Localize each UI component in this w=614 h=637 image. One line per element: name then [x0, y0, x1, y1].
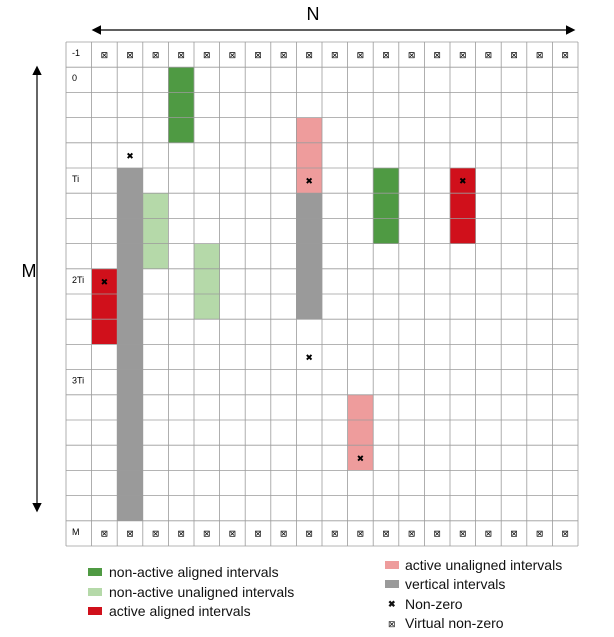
virtual-nonzero-icon: ⊠: [305, 530, 313, 540]
swatch-nonactive-aligned: [88, 568, 102, 576]
nonzero-icon: ✖: [459, 177, 467, 187]
virtual-nonzero-icon: ⊠: [408, 530, 416, 540]
legend-active-unaligned: active unaligned intervals: [405, 557, 563, 573]
virtual-nonzero-icon: ⊠: [357, 51, 365, 61]
interval-active-unaligned: [296, 117, 322, 194]
nonzero-legend-icon: ✖: [388, 599, 396, 609]
row-label: 0: [72, 73, 77, 83]
legend-nonzero: Non-zero: [405, 596, 463, 612]
virtual-nonzero-icon: ⊠: [101, 530, 109, 540]
interval-active-aligned: [450, 168, 476, 244]
virtual-nonzero-icon: ⊠: [561, 51, 569, 61]
symbols-layer: ⊠ ⊠ ⊠ ⊠ ⊠ ⊠ ⊠ ⊠ ⊠ ⊠ ⊠ ⊠ ⊠ ⊠ ⊠ ⊠ ⊠ ⊠ ⊠ ⊠ ⊠ ⊠ ⊠ ⊠ ⊠ ⊠ ⊠ ⊠ ⊠ ⊠ ⊠ ⊠ ⊠ ⊠ ⊠ ⊠ ⊠ ⊠ ✖ ✖…: [101, 51, 569, 540]
virtual-nonzero-icon: ⊠: [177, 51, 185, 61]
interval-nonactive-aligned: [373, 168, 399, 244]
virtual-nonzero-icon: ⊠: [357, 530, 365, 540]
nonzero-icon: ✖: [305, 354, 313, 364]
nonzero-icon: ✖: [126, 152, 134, 162]
legend-virtual-nonzero: Virtual non-zero: [405, 615, 504, 631]
virtual-nonzero-icon: ⊠: [485, 530, 493, 540]
virtual-nonzero-icon: ⊠: [152, 51, 160, 61]
legend-vertical: vertical intervals: [405, 576, 506, 592]
virtual-nonzero-icon: ⊠: [203, 530, 211, 540]
virtual-nonzero-icon: ⊠: [459, 530, 467, 540]
swatch-active-unaligned: [385, 561, 399, 569]
interval-nonactive-aligned: [168, 67, 194, 143]
virtual-nonzero-icon: ⊠: [280, 530, 288, 540]
m-axis-label: M: [22, 261, 37, 281]
row-label: M: [72, 527, 80, 537]
virtual-nonzero-icon: ⊠: [254, 530, 262, 540]
virtual-nonzero-icon: ⊠: [254, 51, 262, 61]
interval-nonactive-unaligned: [194, 243, 220, 320]
row-label: 2Ti: [72, 275, 84, 285]
interval-nonactive-unaligned: [142, 193, 169, 269]
virtual-nonzero-icon: ⊠: [101, 51, 109, 61]
legend-active-aligned: active aligned intervals: [109, 603, 251, 619]
nonzero-icon: ✖: [101, 278, 109, 288]
virtual-nonzero-icon: ⊠: [229, 530, 237, 540]
virtual-nonzero-icon: ⊠: [382, 530, 390, 540]
virtual-nonzero-icon: ⊠: [536, 530, 544, 540]
swatch-active-aligned: [88, 607, 102, 615]
row-label: -1: [72, 48, 80, 58]
virtual-nonzero-icon: ⊠: [510, 51, 518, 61]
virtual-nonzero-icon: ⊠: [485, 51, 493, 61]
virtual-nonzero-legend-icon: ⊠: [388, 619, 396, 629]
swatch-nonactive-unaligned: [88, 588, 102, 596]
nonzero-icon: ✖: [357, 454, 365, 464]
matrix-grid: [65, 41, 579, 547]
virtual-nonzero-icon: ⊠: [331, 530, 339, 540]
virtual-nonzero-icon: ⊠: [408, 51, 416, 61]
virtual-nonzero-icon: ⊠: [382, 51, 390, 61]
virtual-nonzero-icon: ⊠: [305, 51, 313, 61]
swatch-vertical: [385, 580, 399, 588]
legend-nonactive-aligned: non-active aligned intervals: [109, 564, 279, 580]
row-labels-layer: -1 0 Ti 2Ti 3Ti M: [72, 48, 84, 537]
interval-active-unaligned: [347, 394, 374, 471]
nonzero-icon: ✖: [305, 177, 313, 187]
row-label: Ti: [72, 174, 79, 184]
virtual-nonzero-icon: ⊠: [177, 530, 185, 540]
virtual-nonzero-icon: ⊠: [331, 51, 339, 61]
virtual-nonzero-icon: ⊠: [229, 51, 237, 61]
interval-vertical: [296, 193, 322, 320]
virtual-nonzero-icon: ⊠: [561, 530, 569, 540]
n-axis-label: N: [307, 4, 320, 24]
virtual-nonzero-icon: ⊠: [126, 51, 134, 61]
virtual-nonzero-icon: ⊠: [152, 530, 160, 540]
row-label: 3Ti: [72, 376, 84, 386]
virtual-nonzero-icon: ⊠: [433, 530, 441, 540]
virtual-nonzero-icon: ⊠: [203, 51, 211, 61]
legend-nonactive-unaligned: non-active unaligned intervals: [109, 584, 295, 600]
virtual-nonzero-icon: ⊠: [433, 51, 441, 61]
virtual-nonzero-icon: ⊠: [280, 51, 288, 61]
interval-active-aligned: [91, 268, 118, 345]
virtual-nonzero-icon: ⊠: [126, 530, 134, 540]
virtual-nonzero-icon: ⊠: [510, 530, 518, 540]
virtual-nonzero-icon: ⊠: [459, 51, 467, 61]
virtual-nonzero-icon: ⊠: [536, 51, 544, 61]
